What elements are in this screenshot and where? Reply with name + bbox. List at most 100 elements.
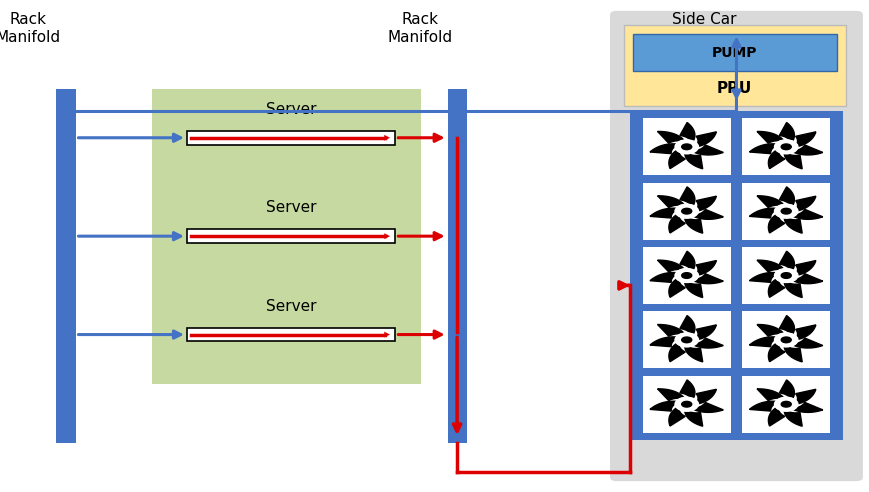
Polygon shape bbox=[695, 261, 716, 276]
Polygon shape bbox=[757, 131, 784, 143]
Text: Rack
Manifold: Rack Manifold bbox=[0, 12, 60, 45]
Text: Server: Server bbox=[266, 299, 316, 314]
Text: PUMP: PUMP bbox=[712, 46, 758, 60]
Polygon shape bbox=[779, 380, 794, 400]
Polygon shape bbox=[768, 407, 785, 426]
Polygon shape bbox=[792, 402, 823, 412]
Polygon shape bbox=[669, 214, 686, 233]
Polygon shape bbox=[685, 216, 703, 233]
Polygon shape bbox=[757, 260, 784, 272]
Polygon shape bbox=[784, 410, 802, 426]
Circle shape bbox=[681, 208, 692, 214]
Circle shape bbox=[675, 140, 699, 154]
Bar bbox=[643, 311, 731, 368]
Circle shape bbox=[681, 144, 692, 150]
Text: Side Car: Side Car bbox=[672, 12, 736, 27]
Polygon shape bbox=[784, 216, 802, 233]
Bar bbox=[187, 131, 395, 145]
Polygon shape bbox=[794, 196, 816, 211]
Polygon shape bbox=[693, 210, 723, 219]
Bar bbox=[643, 376, 731, 432]
Polygon shape bbox=[749, 208, 779, 218]
Circle shape bbox=[681, 337, 692, 343]
Polygon shape bbox=[695, 325, 716, 340]
Circle shape bbox=[675, 269, 699, 282]
Bar bbox=[643, 183, 731, 240]
Polygon shape bbox=[685, 152, 703, 169]
Polygon shape bbox=[757, 389, 784, 400]
Polygon shape bbox=[680, 315, 695, 335]
Polygon shape bbox=[784, 281, 802, 298]
Bar bbox=[187, 229, 395, 243]
Polygon shape bbox=[693, 145, 723, 155]
Circle shape bbox=[774, 140, 798, 154]
Polygon shape bbox=[669, 278, 686, 297]
Polygon shape bbox=[749, 337, 779, 347]
Polygon shape bbox=[650, 337, 679, 347]
Bar bbox=[187, 328, 395, 341]
Polygon shape bbox=[669, 342, 686, 362]
Circle shape bbox=[681, 401, 692, 407]
Polygon shape bbox=[650, 401, 679, 411]
Polygon shape bbox=[794, 389, 816, 404]
Circle shape bbox=[681, 273, 692, 278]
Polygon shape bbox=[784, 345, 802, 362]
Polygon shape bbox=[768, 150, 785, 169]
Polygon shape bbox=[685, 345, 703, 362]
Bar bbox=[742, 119, 830, 175]
Polygon shape bbox=[792, 274, 823, 284]
Polygon shape bbox=[680, 123, 695, 142]
Polygon shape bbox=[757, 325, 784, 337]
Bar bbox=[742, 183, 830, 240]
Polygon shape bbox=[794, 261, 816, 276]
Bar bbox=[630, 111, 843, 440]
Bar bbox=[633, 34, 837, 71]
Polygon shape bbox=[650, 144, 679, 154]
Polygon shape bbox=[693, 274, 723, 284]
Bar bbox=[152, 89, 421, 384]
Polygon shape bbox=[792, 145, 823, 155]
Polygon shape bbox=[658, 131, 685, 143]
Bar bbox=[742, 376, 830, 432]
Polygon shape bbox=[650, 273, 679, 282]
Bar bbox=[643, 119, 731, 175]
Polygon shape bbox=[749, 273, 779, 282]
Bar bbox=[643, 247, 731, 304]
Polygon shape bbox=[658, 196, 685, 208]
Text: Server: Server bbox=[266, 201, 316, 215]
Circle shape bbox=[781, 144, 792, 150]
Polygon shape bbox=[693, 402, 723, 412]
Polygon shape bbox=[680, 251, 695, 271]
Circle shape bbox=[781, 401, 792, 407]
Bar bbox=[624, 25, 846, 106]
Circle shape bbox=[781, 208, 792, 214]
Circle shape bbox=[774, 205, 798, 218]
Circle shape bbox=[774, 398, 798, 411]
Polygon shape bbox=[695, 196, 716, 211]
Text: PRU: PRU bbox=[717, 81, 753, 96]
Circle shape bbox=[675, 333, 699, 346]
Polygon shape bbox=[779, 315, 794, 335]
Polygon shape bbox=[650, 208, 679, 218]
Bar bbox=[742, 247, 830, 304]
Polygon shape bbox=[685, 410, 703, 426]
Polygon shape bbox=[792, 210, 823, 219]
Polygon shape bbox=[658, 325, 685, 337]
Polygon shape bbox=[768, 278, 785, 297]
Polygon shape bbox=[784, 152, 802, 169]
Circle shape bbox=[774, 333, 798, 346]
Circle shape bbox=[675, 398, 699, 411]
Polygon shape bbox=[768, 214, 785, 233]
Text: Rack
Manifold: Rack Manifold bbox=[388, 12, 452, 45]
Polygon shape bbox=[669, 407, 686, 426]
FancyBboxPatch shape bbox=[610, 11, 863, 481]
Polygon shape bbox=[779, 187, 794, 207]
Polygon shape bbox=[669, 150, 686, 169]
Circle shape bbox=[675, 205, 699, 218]
Circle shape bbox=[774, 269, 798, 282]
Circle shape bbox=[781, 273, 792, 278]
Polygon shape bbox=[794, 325, 816, 340]
Circle shape bbox=[781, 337, 792, 343]
Polygon shape bbox=[779, 123, 794, 142]
Polygon shape bbox=[695, 132, 716, 147]
